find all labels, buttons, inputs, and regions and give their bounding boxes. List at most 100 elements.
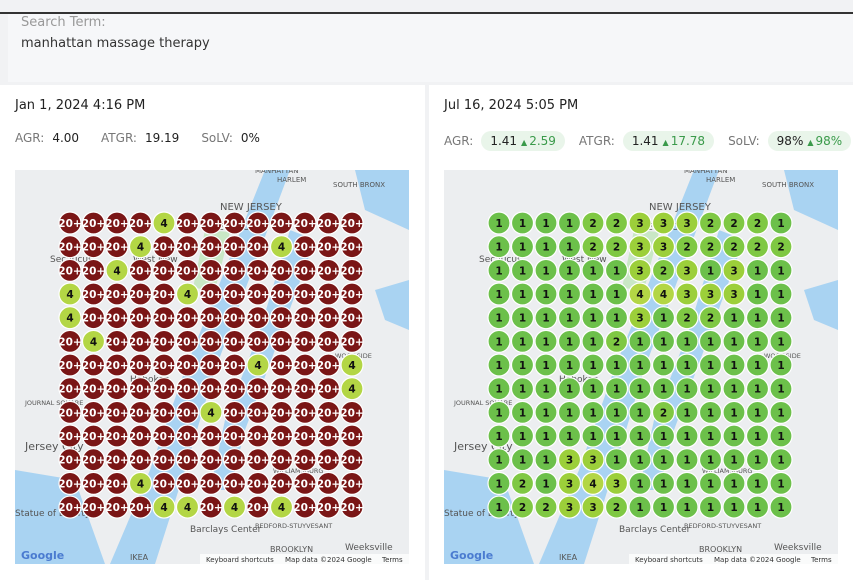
rank-label: 20+ xyxy=(199,336,222,348)
rank-label: 20+ xyxy=(199,360,222,372)
rank-label: 2 xyxy=(519,478,526,490)
rank-label: 1 xyxy=(542,384,549,396)
rank-label: 20+ xyxy=(82,265,105,277)
rank-label: 1 xyxy=(683,407,690,419)
rank-marker xyxy=(722,329,746,353)
rank-label: 3 xyxy=(707,289,714,301)
rank-label: 2 xyxy=(707,313,714,325)
rank-marker xyxy=(58,400,82,424)
rank-marker xyxy=(534,448,558,472)
rank-label: 4 xyxy=(184,502,191,514)
rank-label: 20+ xyxy=(82,360,105,372)
rank-label: 1 xyxy=(754,455,761,467)
rank-label: 1 xyxy=(495,502,502,514)
rank-label: 20+ xyxy=(270,289,293,301)
rank-label: 1 xyxy=(613,289,620,301)
rank-label: 3 xyxy=(730,289,737,301)
rank-label: 1 xyxy=(683,455,690,467)
rank-marker xyxy=(769,471,793,495)
rank-label: 3 xyxy=(636,265,643,277)
rank-label: 20+ xyxy=(152,384,175,396)
map-label: Statue of Liberty xyxy=(444,509,520,519)
rank-marker xyxy=(604,448,629,472)
map-label: WILLIAMSBURG xyxy=(702,467,752,475)
rank-marker xyxy=(557,353,582,377)
rank-marker xyxy=(557,306,582,330)
rank-marker xyxy=(81,329,106,353)
rank-label: 20+ xyxy=(317,218,340,230)
rank-label: 4 xyxy=(589,478,596,490)
rank-marker xyxy=(269,329,294,353)
scan-panel: Jul 16, 2024 5:05 PMAGR:1.412.59ATGR:1.4… xyxy=(429,85,853,580)
rank-marker xyxy=(651,329,676,353)
rank-label: 4 xyxy=(278,502,285,514)
rank-marker xyxy=(246,258,270,282)
rank-label: 1 xyxy=(613,431,620,443)
map-label: SOUTH BRONX xyxy=(333,181,385,189)
metric-value: 1.41 xyxy=(490,134,518,148)
rank-label: 20+ xyxy=(317,313,340,325)
rank-label: 4 xyxy=(137,242,144,254)
rank-marker xyxy=(316,377,341,401)
map-water xyxy=(15,170,409,564)
rank-marker xyxy=(581,306,605,330)
rank-marker xyxy=(222,258,247,282)
rank-marker xyxy=(128,471,153,495)
rank-label: 1 xyxy=(495,455,502,467)
rank-label: 20+ xyxy=(317,478,340,490)
rank-marker xyxy=(581,353,605,377)
rank-label: 1 xyxy=(566,242,573,254)
rank-label: 20+ xyxy=(223,313,246,325)
rank-marker xyxy=(152,424,176,448)
rank-marker xyxy=(199,448,223,472)
rank-label: 1 xyxy=(495,336,502,348)
rank-label: 20+ xyxy=(129,502,152,514)
rank-marker xyxy=(628,377,652,401)
rank-marker xyxy=(81,377,106,401)
rank-label: 1 xyxy=(589,431,596,443)
rank-label: 2 xyxy=(707,242,714,254)
rank-marker xyxy=(105,471,129,495)
rank-label: 20+ xyxy=(176,478,199,490)
map-label: SOUTH BRONX xyxy=(762,181,814,189)
rank-label: 3 xyxy=(660,218,667,230)
rank-marker xyxy=(316,282,341,306)
rank-label: 1 xyxy=(519,384,526,396)
rank-marker xyxy=(557,471,582,495)
rank-marker xyxy=(340,400,364,424)
rank-marker xyxy=(152,282,176,306)
rank-marker xyxy=(510,424,535,448)
rank-marker xyxy=(487,329,511,353)
rank-marker xyxy=(105,306,129,330)
rank-label: 20+ xyxy=(199,289,222,301)
metric-label: SoLV: xyxy=(201,131,233,145)
rank-marker xyxy=(722,235,746,259)
rank-label: 2 xyxy=(777,242,784,254)
rank-marker xyxy=(675,448,699,472)
rank-marker xyxy=(128,329,153,353)
rank-label: 1 xyxy=(777,360,784,372)
rank-label: 1 xyxy=(660,384,667,396)
rank-label: 1 xyxy=(495,478,502,490)
rank-marker xyxy=(199,282,223,306)
rank-marker xyxy=(58,258,82,282)
rank-label: 20+ xyxy=(293,336,316,348)
rank-marker xyxy=(675,211,699,235)
rank-marker xyxy=(581,235,605,259)
rank-label: 1 xyxy=(495,360,502,372)
rank-marker xyxy=(316,258,341,282)
rank-label: 3 xyxy=(566,502,573,514)
rank-marker xyxy=(128,448,153,472)
rank-marker xyxy=(340,495,364,519)
rank-label: 20+ xyxy=(152,455,175,467)
rank-marker xyxy=(628,258,652,282)
rank-marker xyxy=(105,211,129,235)
rank-label: 1 xyxy=(683,336,690,348)
rank-marker xyxy=(722,495,746,519)
rank-marker xyxy=(269,400,294,424)
rank-label: 20+ xyxy=(340,218,363,230)
rank-marker xyxy=(128,495,153,519)
rank-marker xyxy=(199,424,223,448)
rank-marker xyxy=(269,258,294,282)
rank-label: 20+ xyxy=(223,218,246,230)
